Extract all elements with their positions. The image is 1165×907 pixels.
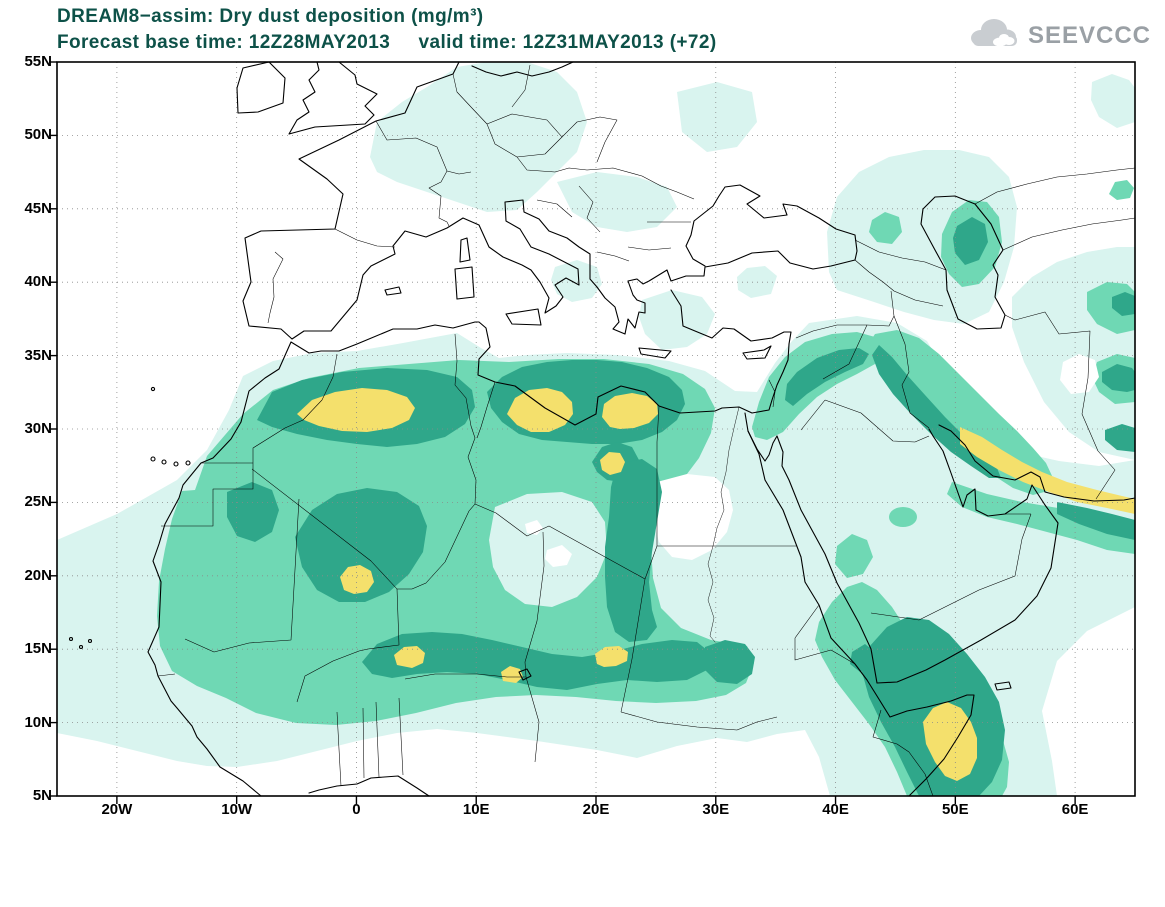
colorbar: 0.525105010050010001500 — [0, 838, 1165, 904]
coast-ireland — [237, 62, 285, 113]
y-axis-label: 25N — [14, 493, 52, 511]
cloud-icon — [967, 16, 1021, 55]
x-axis-label: 60E — [1045, 800, 1105, 820]
y-axis-label: 30N — [14, 420, 52, 438]
island-crete — [639, 348, 671, 358]
title-block: DREAM8−assim: Dry dust deposition (mg/m³… — [57, 6, 717, 54]
y-axis-label: 5N — [14, 787, 52, 805]
dust-region-ukraine — [677, 82, 757, 152]
x-axis-label: 20W — [87, 800, 147, 820]
island-canaries — [151, 387, 190, 466]
x-axis-label: 10E — [446, 800, 506, 820]
y-axis-label: 45N — [14, 200, 52, 218]
y-axis-label: 35N — [14, 347, 52, 365]
x-axis-label: 0 — [326, 800, 386, 820]
logo-text: SEEVCCC — [1028, 22, 1151, 50]
dust-region-ionian — [551, 260, 602, 302]
island-sardinia — [455, 267, 474, 299]
dust-region-central-europe — [370, 62, 587, 212]
x-axis-label: 10W — [207, 800, 267, 820]
dust-region-topright — [1091, 74, 1135, 128]
y-axis-label: 15N — [14, 640, 52, 658]
y-axis-label: 10N — [14, 714, 52, 732]
island-corsica — [460, 238, 470, 262]
x-axis-label: 20E — [566, 800, 626, 820]
dust-forecast-chart-page: DREAM8−assim: Dry dust deposition (mg/m³… — [0, 0, 1165, 907]
x-axis-label: 40E — [806, 800, 866, 820]
y-axis-label: 40N — [14, 273, 52, 291]
y-axis-label: 20N — [14, 567, 52, 585]
x-axis-label: 50E — [925, 800, 985, 820]
island-sicily — [506, 309, 541, 325]
seevccc-logo: SEEVCCC — [967, 16, 1151, 55]
chart-subtitle: Forecast base time: 12Z28MAY2013 valid t… — [57, 32, 717, 54]
coast-britain — [289, 62, 377, 134]
y-axis-label: 50N — [14, 126, 52, 144]
chart-title: DREAM8−assim: Dry dust deposition (mg/m³… — [57, 6, 717, 28]
mint-central-saudi — [889, 507, 917, 527]
y-axis-label: 55N — [14, 53, 52, 71]
island-majorca — [385, 287, 401, 295]
coast-gulf-of-guinea — [309, 776, 429, 796]
island-cyprus — [743, 346, 771, 359]
x-axis-label: 30E — [686, 800, 746, 820]
dust-region-balkans — [557, 172, 677, 232]
mint-aral — [1109, 180, 1134, 200]
map-svg — [43, 56, 1149, 810]
